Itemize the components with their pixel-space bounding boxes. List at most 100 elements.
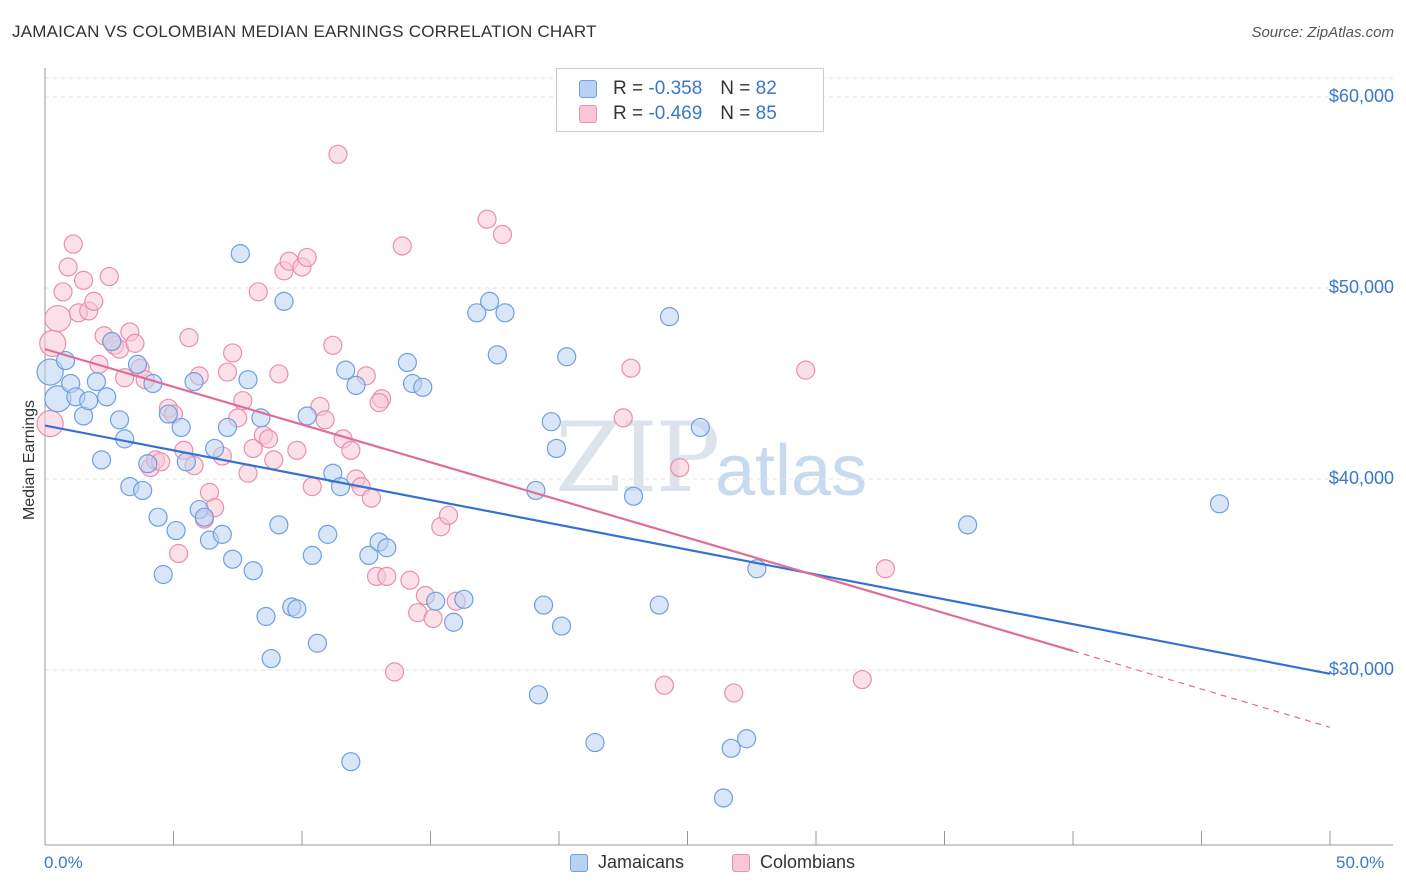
x-max-label: 50.0% <box>1336 853 1385 872</box>
data-point <box>423 608 443 629</box>
data-point <box>102 331 122 352</box>
data-point <box>258 429 279 449</box>
colombians-trend-extension <box>1072 650 1331 728</box>
n-label: N = <box>720 103 751 124</box>
data-point <box>36 410 64 438</box>
r-value: -0.469 <box>648 103 703 124</box>
data-point <box>158 404 178 424</box>
data-point <box>86 371 107 392</box>
data-point <box>724 683 744 703</box>
data-point <box>369 393 389 413</box>
data-point <box>413 377 433 397</box>
data-point <box>659 307 680 327</box>
data-point <box>495 303 515 323</box>
data-point <box>690 417 710 438</box>
legend-row-jamaicans: R = -0.358 N = 82 <box>579 77 777 101</box>
data-point <box>179 328 199 348</box>
data-point <box>307 633 328 653</box>
data-point <box>341 440 361 460</box>
y-tick-label: $40,000 <box>1328 468 1394 488</box>
data-point <box>341 752 361 772</box>
data-point <box>551 616 572 636</box>
r-value: -0.358 <box>648 78 703 99</box>
data-point <box>557 347 577 367</box>
data-point <box>269 364 289 384</box>
data-point <box>99 266 119 287</box>
data-point <box>302 545 322 566</box>
data-point <box>91 450 112 470</box>
data-point <box>176 452 196 472</box>
data-point <box>875 559 895 579</box>
data-point <box>133 480 153 501</box>
data-point <box>377 566 397 587</box>
data-point <box>125 333 145 353</box>
correlation-legend: R = -0.358 N = 82 R = -0.469 N = 85 <box>556 68 824 132</box>
data-point <box>654 675 674 695</box>
data-point <box>148 507 168 527</box>
data-point <box>336 360 356 380</box>
n-value: 82 <box>755 78 777 99</box>
data-point <box>194 507 214 527</box>
data-point <box>184 371 204 392</box>
data-point <box>217 362 238 382</box>
data-point <box>58 257 78 277</box>
data-point <box>205 438 225 459</box>
colombians-legend-swatch <box>732 853 750 872</box>
jamaicans-legend-swatch <box>570 853 588 872</box>
data-point <box>230 244 250 264</box>
data-point <box>248 282 268 302</box>
data-point <box>264 450 284 470</box>
data-point <box>454 589 474 609</box>
data-point <box>138 454 158 474</box>
data-point <box>223 549 243 569</box>
data-point <box>269 515 289 535</box>
n-label: N = <box>720 78 751 99</box>
data-point <box>287 440 307 460</box>
trend-lines <box>44 348 1331 728</box>
data-point <box>444 612 464 632</box>
data-point <box>217 417 238 438</box>
data-point <box>171 417 191 438</box>
data-point <box>63 234 83 254</box>
legend-item-jamaicans[interactable]: Jamaicans <box>570 852 684 873</box>
data-point <box>613 408 633 428</box>
colombians-swatch <box>579 105 597 123</box>
data-point <box>649 595 669 615</box>
data-point <box>361 488 381 508</box>
data-point <box>109 410 130 430</box>
data-point <box>238 370 258 390</box>
data-point <box>53 282 73 302</box>
data-point <box>274 291 294 311</box>
data-point <box>377 538 397 558</box>
series-legend: Jamaicans Colombians <box>0 852 1406 876</box>
data-point <box>256 606 276 627</box>
data-point <box>670 457 690 478</box>
n-value: 85 <box>755 103 777 124</box>
y-tick-label: $30,000 <box>1328 659 1394 679</box>
data-point <box>212 524 232 544</box>
data-point <box>223 343 243 363</box>
data-point <box>397 352 417 373</box>
data-point <box>297 406 317 426</box>
data-point <box>392 236 412 256</box>
data-point <box>426 591 446 611</box>
data-point <box>384 662 405 682</box>
data-point <box>73 270 94 290</box>
data-point <box>480 291 500 311</box>
data-point <box>84 291 104 311</box>
data-point <box>287 599 307 619</box>
legend-label-colombians: Colombians <box>760 852 856 872</box>
data-point <box>713 788 734 808</box>
data-point <box>796 360 816 380</box>
legend-item-colombians[interactable]: Colombians <box>732 852 855 873</box>
data-point <box>127 354 148 374</box>
data-point <box>302 477 322 497</box>
data-point <box>153 564 173 585</box>
jamaicans-points <box>36 244 1230 808</box>
jamaicans-swatch <box>579 80 597 98</box>
y-axis-label: Median Earnings <box>21 399 38 521</box>
r-label: R = <box>613 78 644 99</box>
data-point <box>528 685 549 705</box>
colombians-points <box>36 144 895 703</box>
r-label: R = <box>613 103 644 124</box>
